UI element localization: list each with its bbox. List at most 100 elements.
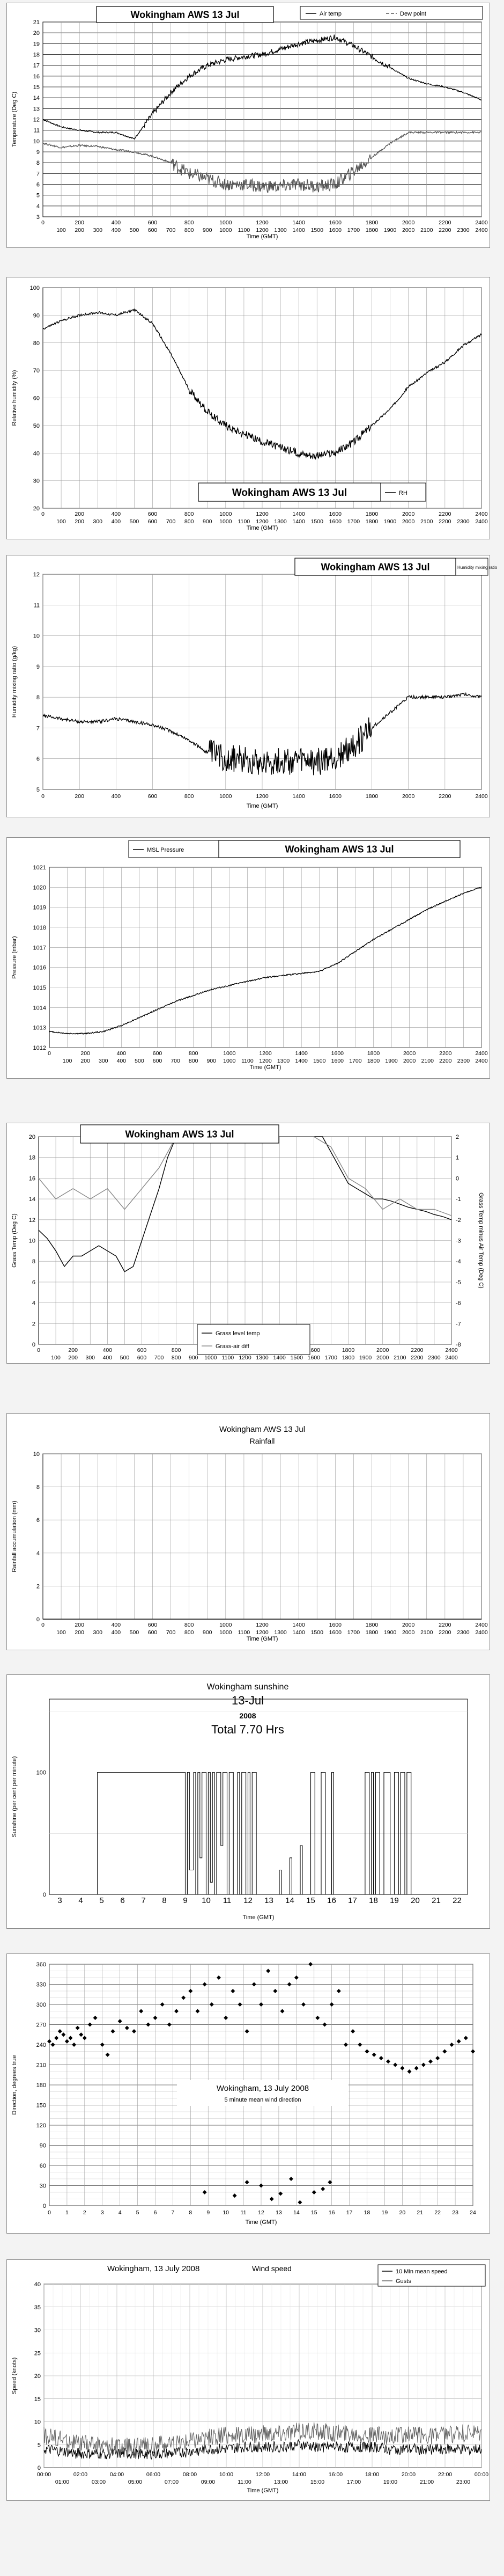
x-tick-label: 12: [258, 2209, 264, 2216]
x-tick-label: 600: [137, 1355, 147, 1361]
x-tick-label: 18: [364, 2209, 370, 2216]
x-tick-label: 400: [117, 1058, 127, 1064]
x-tick-label: 1100: [241, 1058, 254, 1064]
x-tick-label: 900: [203, 518, 212, 525]
x-tick-label: 300: [93, 1629, 102, 1636]
x-tick-label: 1800: [366, 511, 379, 517]
x-tick-label: 1200: [256, 518, 269, 525]
x-tick-label: 2400: [445, 1355, 458, 1361]
x-tick-label: 1000: [204, 1355, 217, 1361]
y-tick-label: 13: [33, 106, 40, 112]
x-tick-label: 1400: [295, 1058, 308, 1064]
x-tick-label: 2400: [475, 227, 488, 233]
wind-direction-point: [72, 2043, 77, 2047]
title-background: [177, 2080, 349, 2106]
y-tick-label: 20: [34, 2373, 41, 2380]
x-tick-label: 800: [184, 227, 194, 233]
x-tick-label: 2200: [439, 227, 451, 233]
x-tick-label: 1000: [219, 219, 232, 226]
x-tick-label: 1300: [256, 1355, 269, 1361]
x-tick-label: 500: [135, 1058, 144, 1064]
y-tick-label: 10: [33, 1451, 40, 1458]
x-tick-label: 100: [56, 227, 66, 233]
x-tick-label: 400: [103, 1347, 113, 1353]
x-tick-label: 1500: [311, 518, 324, 525]
x-tick-label: 1700: [347, 518, 360, 525]
x-tick-label: 500: [130, 1629, 139, 1636]
x-tick-label: 12:00: [256, 2471, 270, 2478]
y-axis-label: Grass Temp (Deg C): [11, 1213, 18, 1268]
wind-direction-point: [312, 2190, 316, 2194]
x-tick-label: 2400: [475, 1058, 488, 1064]
y-tick-label: 15: [34, 2396, 41, 2403]
x-tick-label: 400: [112, 518, 121, 525]
x-tick-label: 14:00: [292, 2471, 306, 2478]
x-tick-label: 05:00: [128, 2479, 142, 2485]
wind-direction-point: [202, 1982, 207, 1987]
wind-direction-point: [379, 2056, 383, 2060]
x-tick-label: 2000: [402, 227, 415, 233]
x-tick-label: 7: [141, 1896, 145, 1905]
x-tick-label: 15:00: [310, 2479, 324, 2485]
x-tick-label: 500: [130, 227, 139, 233]
y-tick-label: 4: [36, 203, 40, 210]
wind-direction-point: [50, 2043, 55, 2047]
y-axis-label: Speed (knots): [11, 2358, 18, 2394]
wind-direction-point: [181, 1995, 186, 2000]
wind-direction-point: [167, 2022, 172, 2027]
x-tick-label: 21:00: [420, 2479, 434, 2485]
x-tick-label: 2000: [402, 219, 415, 226]
y-tick-label: 270: [36, 2022, 46, 2029]
x-tick-label: 5: [99, 1896, 103, 1905]
x-tick-label: 800: [189, 1058, 198, 1064]
x-tick-label: 17: [346, 2209, 353, 2216]
y-tick-label: 100: [36, 1770, 46, 1776]
y-tick-label: 2: [32, 1321, 35, 1327]
x-tick-label: 2300: [457, 1629, 470, 1636]
y-tick-label: 90: [40, 2143, 46, 2149]
x-tick-label: 1200: [259, 1050, 272, 1057]
y-tick-label: 20: [29, 1134, 35, 1140]
series-line-air-temp: [42, 34, 482, 140]
x-tick-label: 1600: [329, 1629, 342, 1636]
y-tick-label: 30: [40, 2183, 46, 2190]
x-tick-label: 300: [93, 518, 102, 525]
x-axis-label: Time (GMT): [247, 1636, 278, 1642]
y-tick-label: 8: [32, 1258, 35, 1265]
x-tick-label: 6: [154, 2209, 157, 2216]
x-tick-label: 4: [78, 1896, 83, 1905]
legend-label: Grass-air diff: [216, 1343, 250, 1350]
x-tick-label: 700: [166, 518, 176, 525]
x-tick-label: 2200: [439, 793, 451, 800]
wind-direction-point: [442, 2049, 447, 2054]
x-tick-label: 1200: [256, 219, 269, 226]
x-tick-label: 600: [148, 1622, 158, 1628]
x-tick-label: 1600: [329, 511, 342, 517]
x-tick-label: 1500: [291, 1355, 303, 1361]
y-tick-label: 10: [33, 633, 40, 640]
y-tick-label: 16: [29, 1175, 35, 1182]
x-tick-label: 2400: [475, 793, 488, 800]
y-tick-label: 6: [32, 1279, 35, 1286]
x-tick-label: 2300: [457, 518, 470, 525]
x-tick-label: 300: [99, 1058, 108, 1064]
x-tick-label: 0: [48, 1050, 51, 1057]
y-tick-label: 9: [36, 664, 40, 670]
x-tick-label: 1600: [331, 1058, 344, 1064]
x-tick-label: 1100: [222, 1355, 234, 1361]
y-tick-label: 8: [36, 1484, 40, 1491]
x-tick-label: 2: [83, 2209, 86, 2216]
y-tick-label: 240: [36, 2042, 46, 2048]
wind-direction-point: [110, 2029, 115, 2033]
x-tick-label: 2000: [376, 1355, 389, 1361]
x-tick-label: 0: [41, 219, 45, 226]
y-tick-label: 10: [34, 2419, 41, 2426]
y-axis-label: Humidity mixing ratio (g/kg): [11, 646, 18, 718]
wind-direction-point: [100, 2043, 105, 2047]
y-tick-label: 3: [36, 214, 40, 221]
chart-sun: 0 100 3 4 5 6 7 8 9 10 11 12 13 14 15 16 17 18 19 20 21 22 Tim…: [11, 1682, 468, 1921]
chart-subtitle: Rainfall: [250, 1437, 275, 1445]
x-tick-label: 1400: [292, 219, 305, 226]
legend-label: MSL Pressure: [147, 847, 184, 853]
x-tick-label: 400: [112, 227, 121, 233]
